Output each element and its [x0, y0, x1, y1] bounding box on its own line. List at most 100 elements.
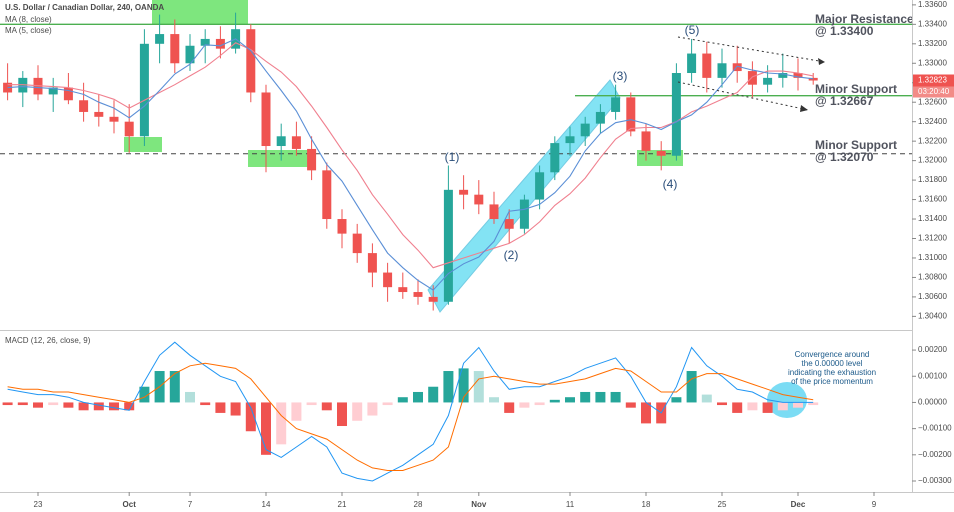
histogram-bar: [534, 402, 545, 406]
candle-body: [808, 77, 818, 81]
candle-body: [459, 189, 469, 195]
candle-body: [200, 38, 210, 46]
note: of the price momentum: [791, 377, 873, 386]
candle-body: [626, 97, 636, 132]
histogram-bar: [337, 402, 347, 427]
histogram-bar: [473, 371, 484, 403]
histogram-bar: [610, 391, 621, 403]
candle-body: [307, 148, 317, 171]
histogram-bar: [549, 399, 560, 403]
histogram-bar: [397, 397, 408, 403]
x-tick-label: 28: [414, 500, 423, 509]
histogram-bar: [808, 402, 819, 406]
x-tick-label: 14: [262, 500, 271, 509]
y2-tick-label: −0.00300: [918, 476, 952, 485]
histogram-bar: [580, 391, 591, 403]
histogram-bar: [762, 402, 773, 413]
histogram-bar: [701, 394, 712, 403]
candle-body: [595, 111, 605, 124]
x-tick-label: 7: [188, 500, 193, 509]
x-tick-label: Nov: [471, 500, 487, 509]
candle-body: [185, 45, 195, 64]
histogram-bar: [717, 402, 727, 406]
histogram-bar: [504, 402, 515, 413]
candle-body: [261, 92, 271, 147]
candle-body: [687, 53, 697, 74]
histogram-bar: [671, 397, 682, 403]
histogram-bar: [261, 402, 271, 455]
support-zone: [248, 150, 316, 167]
y-tick-label: 1.31200: [918, 234, 947, 243]
candle-body: [671, 73, 681, 156]
histogram-bar: [2, 402, 13, 406]
candle-body: [702, 53, 712, 78]
histogram-bar: [793, 402, 803, 408]
level-label: @ 1.32667: [815, 94, 874, 108]
candle-body: [124, 121, 134, 137]
histogram-bar: [17, 402, 28, 406]
moving-average: [7, 38, 814, 291]
wave-label: (2): [504, 248, 519, 262]
candle-body: [215, 38, 225, 49]
x-tick-label: 25: [718, 500, 727, 509]
candle-body: [276, 136, 286, 147]
level-label: @ 1.32070: [815, 150, 874, 164]
candle-body: [109, 116, 119, 122]
y-tick-label: 1.32000: [918, 156, 947, 165]
histogram-bar: [33, 402, 43, 408]
candle-body: [641, 131, 651, 151]
x-tick-label: Dec: [791, 500, 806, 509]
note: the 0.00000 level: [802, 359, 863, 368]
countdown: 03:20:40: [918, 87, 950, 96]
candle-body: [48, 87, 58, 95]
histogram-bar: [489, 397, 499, 403]
y-tick-label: 1.33200: [918, 39, 947, 48]
y-tick-label: 1.31000: [918, 253, 947, 262]
y-tick-label: 1.32400: [918, 117, 947, 126]
wave-label: (3): [613, 69, 628, 83]
histogram-bar: [777, 402, 788, 411]
histogram-bar: [93, 402, 104, 411]
candle-body: [79, 100, 89, 112]
candle-body: [155, 34, 165, 44]
wave-label: (1): [445, 150, 460, 164]
last-price: 1.32823: [918, 76, 947, 85]
level-name: Minor Support: [815, 82, 897, 96]
histogram-bar: [519, 402, 530, 408]
y-tick-label: 1.31400: [918, 214, 947, 223]
macd-line: [7, 341, 814, 482]
histogram-bar: [230, 402, 241, 416]
candle-body: [519, 199, 529, 229]
y-tick-label: 1.31600: [918, 195, 947, 204]
candle-body: [580, 123, 590, 137]
candle-body: [367, 253, 377, 273]
arrow-head: [800, 105, 808, 112]
wave-label: (4): [663, 177, 678, 191]
histogram-bar: [565, 397, 575, 403]
level-label: @ 1.33400: [815, 24, 874, 38]
candle-body: [732, 63, 742, 72]
axis-layer: 1.30400 1.30600 1.30800 1.31000 1.31200 1.314…: [34, 0, 954, 509]
signal-line: [7, 362, 814, 471]
candle-body: [717, 63, 727, 78]
candle-body: [94, 111, 104, 117]
candle-body: [398, 287, 408, 293]
candle-body: [428, 296, 438, 302]
x-tick-label: 9: [872, 500, 877, 509]
chart-title: U.S. Dollar / Canadian Dollar, 240, OAND…: [5, 3, 164, 12]
candle-body: [413, 292, 423, 297]
wave-label: (5): [685, 23, 700, 37]
candle-body: [793, 73, 803, 78]
support-zone: [124, 137, 162, 152]
candle-body: [611, 97, 621, 112]
note: Convergence around: [795, 350, 870, 359]
y-tick-label: 1.32200: [918, 136, 947, 145]
x-tick-label: 18: [642, 500, 651, 509]
candle-body: [565, 136, 575, 144]
y2-tick-label: 0.00000: [918, 398, 947, 407]
level-name: Major Resistance: [815, 12, 914, 26]
triangle-lower: [677, 81, 809, 111]
candle-body: [352, 233, 362, 254]
histogram-bar: [48, 402, 59, 406]
level-name: Minor Support: [815, 138, 897, 152]
